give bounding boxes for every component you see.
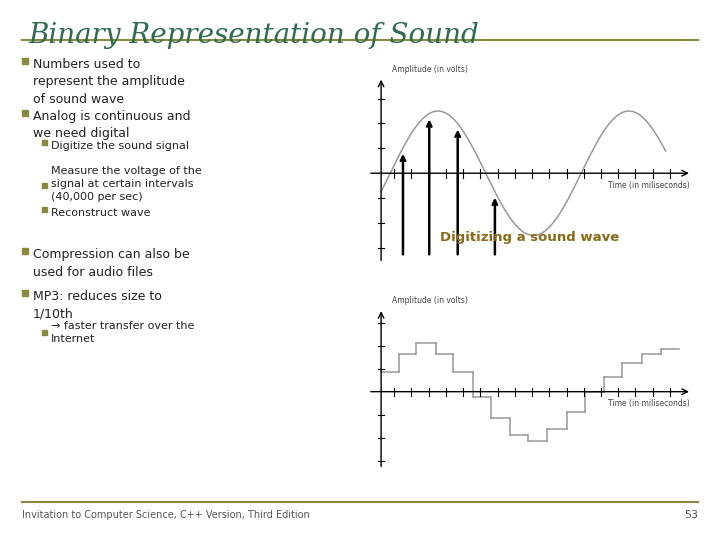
Text: MP3: reduces size to
1/10th: MP3: reduces size to 1/10th xyxy=(33,290,162,321)
Text: Reconstruct wave: Reconstruct wave xyxy=(51,208,150,218)
Text: Time (in miliseconds): Time (in miliseconds) xyxy=(608,181,690,190)
Text: → faster transfer over the
Internet: → faster transfer over the Internet xyxy=(51,321,194,344)
Bar xyxy=(42,330,47,335)
Text: Binary Representation of Sound: Binary Representation of Sound xyxy=(28,22,479,49)
Text: Digitizing a sound wave: Digitizing a sound wave xyxy=(441,232,620,245)
Text: Time (in miliseconds): Time (in miliseconds) xyxy=(608,399,690,408)
Text: Numbers used to
represent the amplitude
of sound wave: Numbers used to represent the amplitude … xyxy=(33,58,185,106)
Text: Analog is continuous and
we need digital: Analog is continuous and we need digital xyxy=(33,110,191,140)
Text: Measure the voltage of the
signal at certain intervals
(40,000 per sec): Measure the voltage of the signal at cer… xyxy=(51,166,202,202)
Bar xyxy=(42,183,47,188)
Bar xyxy=(22,110,28,116)
Text: Digitize the sound signal: Digitize the sound signal xyxy=(51,141,189,151)
Bar xyxy=(22,290,28,296)
Bar xyxy=(22,248,28,254)
Bar xyxy=(22,58,28,64)
Bar xyxy=(42,140,47,145)
Text: Compression can also be
used for audio files: Compression can also be used for audio f… xyxy=(33,248,189,279)
Text: 53: 53 xyxy=(684,510,698,520)
Text: Amplitude (in volts): Amplitude (in volts) xyxy=(392,296,468,306)
Text: Amplitude (in volts): Amplitude (in volts) xyxy=(392,65,468,74)
Text: Invitation to Computer Science, C++ Version, Third Edition: Invitation to Computer Science, C++ Vers… xyxy=(22,510,310,520)
Bar xyxy=(42,207,47,212)
